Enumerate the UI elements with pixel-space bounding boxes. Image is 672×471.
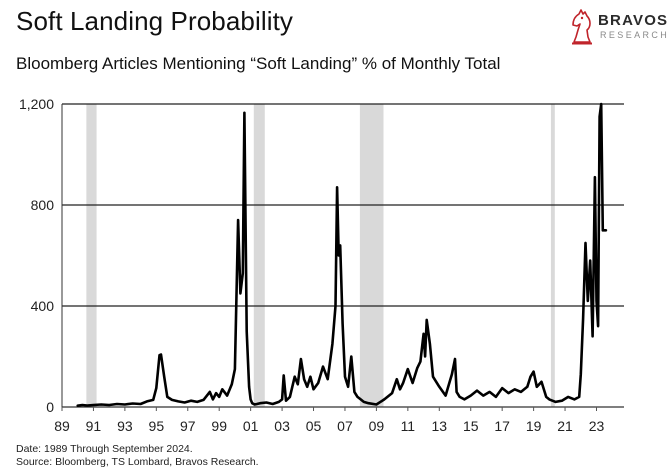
x-tick-label: 15 (463, 418, 479, 434)
x-tick-label: 97 (180, 418, 196, 434)
x-tick-label: 23 (589, 418, 605, 434)
x-tick-label: 07 (337, 418, 353, 434)
knight-chess-piece-icon (572, 9, 592, 45)
logo-name: BRAVOS (598, 12, 669, 29)
x-tick-label: 93 (117, 418, 133, 434)
recession-band-2 (359, 104, 384, 407)
x-tick-label: 05 (306, 418, 322, 434)
x-tick-label: 09 (369, 418, 385, 434)
x-tick-label: 99 (211, 418, 227, 434)
x-tick-label: 89 (54, 418, 70, 434)
line-chart: 0 400 800 1,200 89 91 93 95 97 99 01 03 05 07 09 11 13 15… (19, 96, 624, 434)
date-note: Date: 1989 Through September 2024. (16, 443, 193, 455)
x-tick-label: 19 (526, 418, 542, 434)
x-tick-label: 13 (431, 418, 447, 434)
y-tick-label: 1,200 (19, 96, 54, 112)
recession-band-1 (253, 104, 265, 407)
y-tick-label: 800 (31, 197, 55, 213)
recession-band-3 (550, 104, 555, 407)
page-title: Soft Landing Probability (16, 6, 294, 36)
x-tick-label: 03 (274, 418, 290, 434)
source-note: Source: Bloomberg, TS Lombard, Bravos Re… (16, 456, 259, 468)
bravos-logo: BRAVOS RESEARCH (568, 6, 668, 46)
x-tick-label: 01 (243, 418, 259, 434)
series-line-soft-landing (76, 102, 608, 408)
x-tick-label: 95 (149, 418, 165, 434)
y-tick-label: 400 (31, 298, 55, 314)
x-tick-label: 11 (401, 418, 416, 434)
y-tick-label: 0 (46, 399, 54, 415)
chart-subtitle: Bloomberg Articles Mentioning “Soft Land… (16, 54, 501, 73)
x-tick-label: 91 (86, 418, 102, 434)
x-tick-label: 17 (494, 418, 510, 434)
x-tick-label: 21 (557, 418, 573, 434)
recession-band-0 (86, 104, 97, 407)
logo-tagline: RESEARCH (600, 30, 670, 40)
